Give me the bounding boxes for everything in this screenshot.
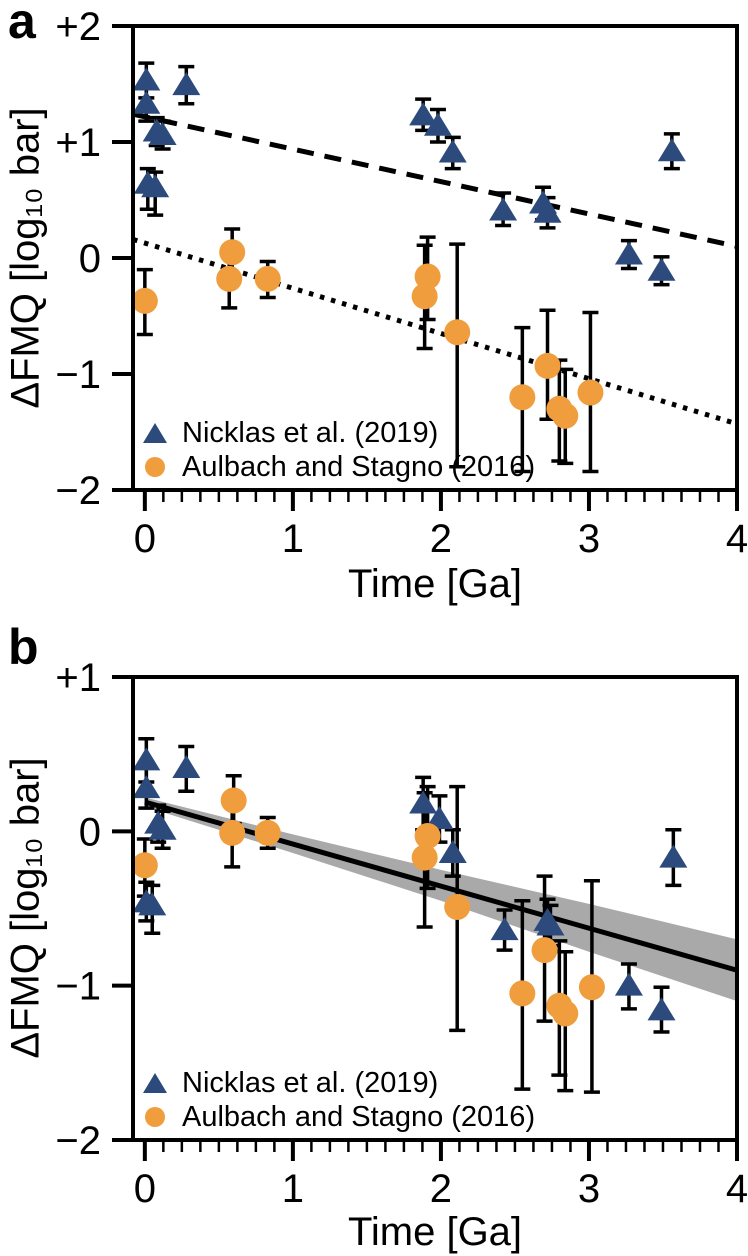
x-tick-label: 0 bbox=[134, 1167, 156, 1211]
triangle-data-point bbox=[132, 90, 161, 114]
triangle-data-point bbox=[141, 174, 170, 198]
circle-data-point bbox=[509, 980, 536, 1007]
legend-label-aulbach: Aulbach and Stagno (2016) bbox=[182, 450, 536, 483]
y-tick-label: +1 bbox=[55, 656, 101, 700]
x-tick-label: 1 bbox=[282, 517, 304, 561]
x-tick-label: 0 bbox=[134, 517, 156, 561]
panel-a-x-axis-title: Time [Ga] bbox=[347, 562, 523, 606]
panel-a: 0 1 2 3 4 +2 +1 0 −1 −2 bbox=[55, 5, 748, 561]
circle-data-point bbox=[444, 319, 471, 346]
triangle-data-point bbox=[132, 67, 161, 91]
triangle-data-point bbox=[647, 997, 676, 1021]
circle-data-point bbox=[254, 819, 281, 846]
y-tick-label: −1 bbox=[55, 965, 101, 1009]
circle-data-point bbox=[552, 1000, 579, 1027]
x-tick-label: 1 bbox=[282, 1167, 304, 1211]
circle-data-point bbox=[219, 819, 246, 846]
triangle-marker-icon bbox=[143, 423, 167, 443]
triangle-data-point bbox=[132, 775, 161, 799]
circle-marker-icon bbox=[145, 457, 165, 477]
triangle-data-point bbox=[490, 917, 519, 941]
x-tick-label: 2 bbox=[430, 1167, 452, 1211]
triangle-data-point bbox=[425, 805, 454, 829]
circle-data-point bbox=[131, 852, 158, 879]
circle-marker-icon bbox=[145, 1107, 165, 1127]
legend-label-nicklas: Nicklas et al. (2019) bbox=[182, 416, 439, 449]
panel-a-legend: Nicklas et al. (2019) Aulbach and Stagno… bbox=[143, 416, 535, 484]
panel-b-label: b bbox=[8, 619, 39, 675]
circle-data-point bbox=[219, 239, 246, 266]
triangle-data-point bbox=[423, 112, 452, 136]
triangle-data-point bbox=[438, 839, 467, 863]
y-tick-label: +1 bbox=[55, 121, 101, 165]
panel-a-y-axis-title: ΔFMQ [log₁₀ bar] bbox=[3, 107, 48, 409]
circle-data-point bbox=[131, 287, 158, 314]
legend-item-aulbach-b: Aulbach and Stagno (2016) bbox=[143, 1100, 535, 1134]
circle-data-point bbox=[414, 263, 441, 290]
panel-b-x-axis-title: Time [Ga] bbox=[347, 1210, 523, 1254]
triangle-data-point bbox=[614, 972, 643, 996]
circle-data-point bbox=[534, 352, 561, 379]
triangle-data-point bbox=[138, 892, 167, 916]
circle-data-point bbox=[216, 265, 243, 292]
triangle-data-point bbox=[489, 197, 518, 221]
y-tick-label: 0 bbox=[79, 810, 101, 854]
axes-frame bbox=[131, 675, 739, 1142]
triangle-data-point bbox=[148, 122, 177, 146]
legend-item-nicklas: Nicklas et al. (2019) bbox=[143, 416, 535, 450]
triangle-data-point bbox=[659, 844, 688, 868]
triangle-data-point bbox=[172, 72, 201, 96]
panel-b: 0 1 2 3 4 +1 0 −1 −2 bbox=[55, 656, 748, 1211]
triangle-data-point bbox=[132, 747, 161, 771]
x-tick-label: 3 bbox=[578, 517, 600, 561]
circle-data-point bbox=[411, 844, 438, 871]
panel-a-label: a bbox=[8, 0, 36, 49]
triangle-data-point bbox=[536, 912, 565, 936]
x-tick-label: 2 bbox=[430, 517, 452, 561]
circle-data-point bbox=[414, 822, 441, 849]
circle-data-point bbox=[578, 974, 605, 1001]
circle-data-point bbox=[509, 384, 536, 411]
triangle-data-point bbox=[148, 816, 177, 840]
legend-label-aulbach-b: Aulbach and Stagno (2016) bbox=[182, 1100, 536, 1133]
circle-data-point bbox=[577, 379, 604, 406]
panel-b-y-axis-title: ΔFMQ [log₁₀ bar] bbox=[3, 757, 48, 1059]
circle-data-point bbox=[254, 265, 281, 292]
circle-data-point bbox=[552, 402, 579, 429]
y-tick-label: −1 bbox=[55, 353, 101, 397]
circle-data-point bbox=[220, 787, 247, 814]
y-tick-label: +2 bbox=[55, 5, 101, 49]
y-tick-label: 0 bbox=[79, 237, 101, 281]
nicklas-fit-line bbox=[132, 111, 738, 249]
x-tick-label: 3 bbox=[578, 1167, 600, 1211]
x-tick-label: 4 bbox=[726, 1167, 748, 1211]
triangle-data-point bbox=[647, 257, 676, 281]
circle-data-point bbox=[411, 283, 438, 310]
triangle-data-point bbox=[409, 790, 438, 814]
triangle-data-point bbox=[172, 755, 201, 779]
circle-data-point bbox=[444, 893, 471, 920]
legend-label-nicklas-b: Nicklas et al. (2019) bbox=[182, 1066, 439, 1099]
legend-item-nicklas-b: Nicklas et al. (2019) bbox=[143, 1066, 535, 1100]
triangle-data-point bbox=[533, 199, 562, 223]
circle-data-point bbox=[531, 937, 558, 964]
triangle-marker-icon bbox=[143, 1073, 167, 1093]
triangle-data-point bbox=[614, 241, 643, 265]
triangle-data-point bbox=[438, 139, 467, 163]
triangle-data-point bbox=[657, 138, 686, 162]
y-tick-label: −2 bbox=[55, 469, 101, 513]
x-tick-label: 4 bbox=[726, 517, 748, 561]
y-tick-label: −2 bbox=[55, 1119, 101, 1163]
legend-item-aulbach: Aulbach and Stagno (2016) bbox=[143, 450, 535, 484]
panel-b-legend: Nicklas et al. (2019) Aulbach and Stagno… bbox=[143, 1066, 535, 1134]
confidence-band bbox=[144, 797, 737, 1002]
triangle-data-point bbox=[409, 102, 438, 126]
